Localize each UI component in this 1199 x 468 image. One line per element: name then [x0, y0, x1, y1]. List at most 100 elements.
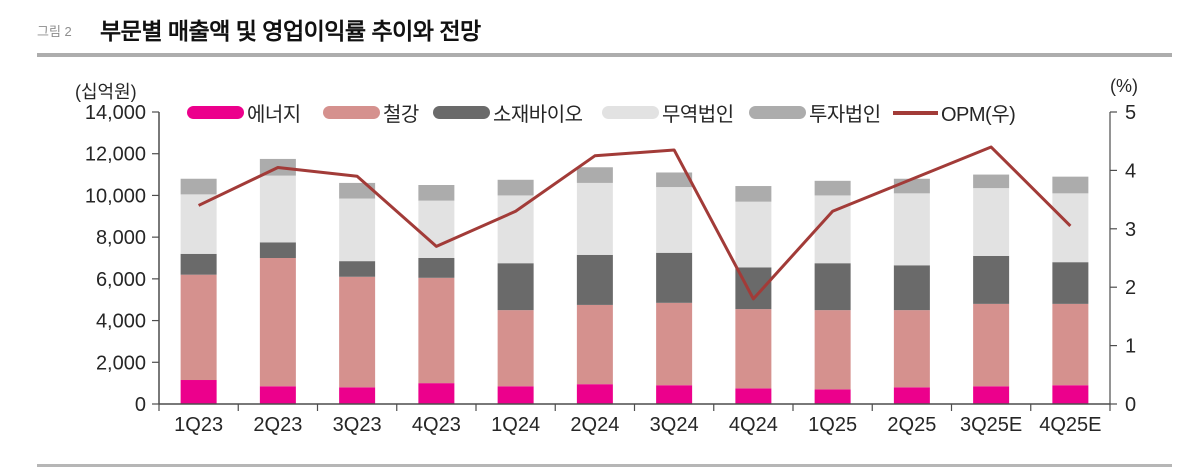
x-axis-category-label: 4Q24	[729, 414, 778, 436]
bar-segment-4	[814, 180, 851, 196]
bar-segment-4	[735, 186, 772, 202]
figure-label: 그림 2	[37, 24, 72, 39]
legend-line-opm	[893, 110, 938, 115]
right-axis-tick-label: 3	[1125, 219, 1136, 241]
bar-segment-0	[973, 386, 1010, 404]
legend-item-investment: 투자법인	[749, 99, 881, 126]
legend-item-steel: 철강	[323, 99, 419, 126]
left-axis-tick-label: 4,000	[96, 311, 146, 333]
bar-segment-0	[576, 384, 613, 404]
bar-segment-0	[418, 383, 455, 404]
bottom-divider	[37, 464, 1172, 467]
bar-segment-0	[1052, 385, 1089, 404]
bar-segment-2	[339, 261, 376, 277]
legend-label-energy: 에너지	[247, 104, 301, 126]
bar-segment-0	[180, 380, 217, 404]
bar-segment-1	[656, 302, 693, 386]
right-axis-tick-label: 2	[1125, 277, 1136, 299]
page-title: 부문별 매출액 및 영업이익률 추이와 전망	[100, 18, 481, 44]
legend-item-trading: 무역법인	[602, 99, 734, 126]
x-axis-category-label: 3Q25E	[960, 414, 1022, 436]
bar-segment-1	[735, 309, 772, 389]
bar-segment-2	[973, 255, 1010, 304]
legend-label-steel: 철강	[383, 104, 419, 126]
right-axis-tick-label: 5	[1125, 102, 1136, 124]
left-axis-tick-label: 14,000	[85, 102, 146, 124]
bar-segment-1	[339, 276, 376, 388]
bar-segment-1	[893, 310, 930, 388]
bar-segment-2	[576, 254, 613, 305]
legend-swatch-energy	[187, 106, 244, 119]
x-axis-category-label: 1Q24	[491, 414, 540, 436]
bar-segment-2	[656, 252, 693, 303]
x-axis-category-label: 3Q23	[333, 414, 382, 436]
bar-segment-2	[893, 265, 930, 311]
bar-segment-3	[735, 201, 772, 268]
legend-label-trading: 무역법인	[662, 104, 734, 126]
left-axis-tick-label: 10,000	[85, 185, 146, 207]
bar-segment-2	[180, 253, 217, 275]
bar-segment-1	[576, 304, 613, 385]
left-axis-tick-label: 0	[135, 394, 146, 416]
bar-segment-4	[893, 178, 930, 194]
legend-swatch-materials-bio	[433, 106, 490, 119]
bar-segment-4	[339, 182, 376, 199]
bar-segment-3	[180, 194, 217, 254]
bar-segment-2	[1052, 262, 1089, 304]
bar-segment-1	[1052, 303, 1089, 386]
left-axis-tick-label: 8,000	[96, 227, 146, 249]
bar-segment-4	[576, 167, 613, 183]
bar-segment-4	[656, 172, 693, 188]
legend-item-opm: OPM(우)	[893, 99, 1016, 126]
right-axis-unit-label: (%)	[1110, 76, 1138, 96]
bar-segment-0	[735, 388, 772, 404]
bar-segment-4	[418, 185, 455, 201]
x-axis-category-label: 1Q23	[174, 414, 223, 436]
bar-segment-3	[497, 195, 534, 264]
x-axis-category-label: 2Q24	[570, 414, 619, 436]
bar-segment-2	[418, 258, 455, 278]
title-divider	[37, 53, 1172, 57]
left-axis-tick-label: 2,000	[96, 352, 146, 374]
x-axis-category-label: 1Q25	[808, 414, 857, 436]
bar-segment-4	[497, 179, 534, 196]
bar-segment-0	[259, 386, 296, 404]
right-axis-tick-label: 0	[1125, 394, 1136, 416]
legend-swatch-steel	[323, 106, 380, 119]
bar-segment-4	[1052, 176, 1089, 194]
bar-segment-4	[973, 174, 1010, 189]
bar-segment-1	[259, 258, 296, 387]
left-axis-tick-label: 12,000	[85, 144, 146, 166]
bar-segment-3	[576, 182, 613, 255]
left-axis-unit-label: (십억원)	[75, 82, 137, 102]
bar-segment-1	[497, 310, 534, 387]
bar-segment-3	[893, 193, 930, 266]
bar-segment-3	[1052, 193, 1089, 263]
x-axis-category-label: 3Q24	[650, 414, 699, 436]
bar-segment-0	[339, 387, 376, 404]
bar-segment-3	[656, 187, 693, 253]
bar-segment-1	[180, 274, 217, 381]
right-axis-tick-label: 1	[1125, 336, 1136, 358]
legend-item-energy: 에너지	[187, 99, 301, 126]
bar-segment-4	[180, 178, 217, 195]
bar-segment-0	[893, 387, 930, 404]
right-axis-tick-label: 4	[1125, 160, 1136, 182]
legend-label-materials-bio: 소재바이오	[493, 104, 583, 126]
bar-segment-2	[259, 242, 296, 258]
bar-segment-2	[814, 263, 851, 311]
x-axis-category-label: 4Q25E	[1039, 414, 1101, 436]
legend-label-opm: OPM(우)	[941, 104, 1016, 126]
chart-legend: 에너지 철강 소재바이오 무역법인 투자법인 OPM(우)	[0, 99, 1199, 126]
left-axis-tick-label: 6,000	[96, 269, 146, 291]
bar-segment-3	[973, 188, 1010, 256]
bar-segment-3	[259, 175, 296, 243]
bar-segment-0	[814, 389, 851, 404]
legend-label-investment: 투자법인	[809, 104, 881, 126]
legend-swatch-investment	[749, 106, 806, 119]
opm-line	[197, 145, 1072, 301]
bar-segment-3	[339, 198, 376, 262]
bar-segment-0	[497, 386, 534, 404]
bar-segment-3	[418, 200, 455, 258]
